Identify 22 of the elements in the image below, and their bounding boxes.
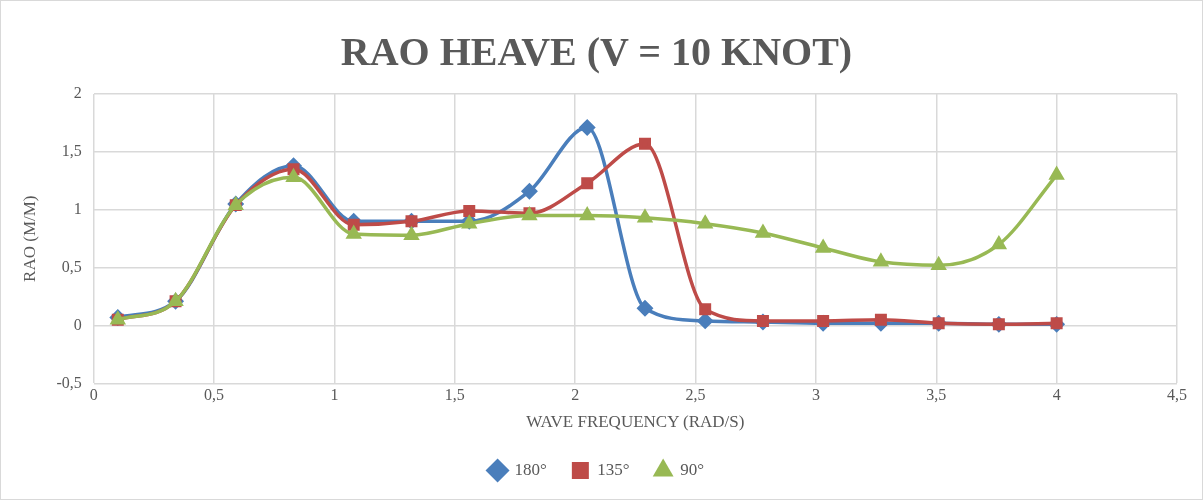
x-axis-title: WAVE FREQUENCY (RAD/S)	[526, 412, 745, 432]
y-axis-title: RAO (M/M)	[19, 195, 39, 282]
x-tick-label: 0,5	[204, 386, 225, 404]
y-tick-label: -0,5	[56, 373, 82, 391]
y-tick-label: 0,5	[61, 257, 82, 275]
y-tick-label: 0	[73, 315, 82, 333]
x-tick-label: 4,5	[1167, 386, 1187, 404]
x-tick-label: 2	[571, 386, 580, 404]
x-tick-label: 1,5	[444, 386, 465, 404]
legend-label: 90°	[680, 459, 704, 479]
x-tick-label: 2,5	[685, 386, 706, 404]
y-tick-label: 2	[73, 84, 82, 102]
legend-label: 135°	[597, 459, 630, 479]
x-tick-label: 0	[89, 386, 98, 404]
legend-label: 180°	[514, 459, 547, 479]
x-tick-label: 3,5	[926, 386, 947, 404]
y-tick-label: 1,5	[61, 142, 82, 160]
x-tick-label: 3	[811, 386, 820, 404]
x-tick-label: 1	[330, 386, 339, 404]
x-tick-label: 4	[1052, 386, 1061, 404]
y-tick-label: 1	[73, 199, 82, 217]
chart-title: RAO HEAVE (V = 10 KNOT)	[340, 29, 853, 75]
